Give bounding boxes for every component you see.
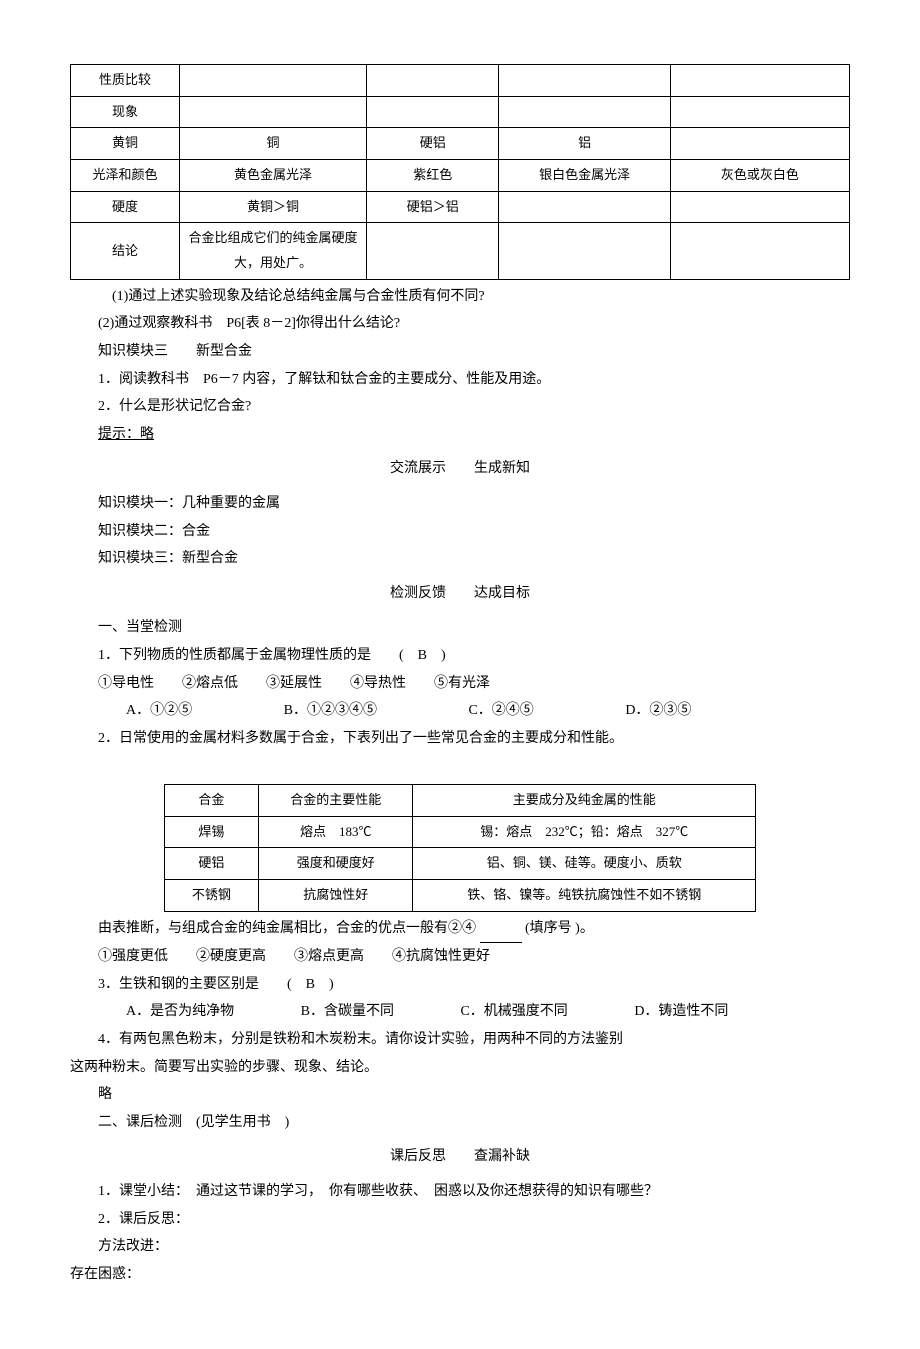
cell <box>670 65 849 97</box>
properties-comparison-table: 性质比较 现象 黄铜 铜 硬铝 铝 光泽和颜色 黄色金属光泽 紫红色 银白色金属… <box>70 64 850 280</box>
reflect-item-3: 方法改进： <box>70 1234 850 1261</box>
after-class-test: 二、课后检测 (见学生用书 ) <box>70 1110 850 1137</box>
cell: 抗腐蚀性好 <box>259 879 413 911</box>
cell: 熔点 183℃ <box>259 816 413 848</box>
module-3-title: 知识模块三 新型合金 <box>70 339 850 366</box>
cell <box>367 223 499 279</box>
header-cell: 合金 <box>164 784 259 816</box>
section-reflect-title: 课后反思 查漏补缺 <box>70 1144 850 1171</box>
cell: 性质比较 <box>71 65 180 97</box>
test-question-2-options: ①强度更低 ②硬度更高 ③熔点更高 ④抗腐蚀性更好 <box>70 944 850 971</box>
hint-text: 提示：略 <box>98 427 154 442</box>
cell: 铝、铜、镁、硅等。硬度小、质软 <box>413 848 756 880</box>
conclusion-text: 由表推断，与组成合金的纯金属相比，合金的优点一般有②④ <box>98 921 476 936</box>
section-exchange-title: 交流展示 生成新知 <box>70 456 850 483</box>
cell <box>670 96 849 128</box>
module-3-item-1: 1．阅读教科书 P6－7 内容，了解钛和钛合金的主要成分、性能及用途。 <box>70 367 850 394</box>
header-cell: 主要成分及纯金属的性能 <box>413 784 756 816</box>
reflect-item-1: 1．课堂小结： 通过这节课的学习， 你有哪些收获、 困惑以及你还想获得的知识有哪… <box>70 1179 850 1206</box>
table-header-row: 合金 合金的主要性能 主要成分及纯金属的性能 <box>164 784 756 816</box>
cell: 硬铝 <box>164 848 259 880</box>
choice-a: A．是否为纯净物 <box>98 999 234 1026</box>
knowledge-module-2: 知识模块二：合金 <box>70 519 850 546</box>
cell: 铜 <box>180 128 367 160</box>
alloy-table: 合金 合金的主要性能 主要成分及纯金属的性能 焊锡 熔点 183℃ 锡：熔点 2… <box>164 784 757 912</box>
cell: 强度和硬度好 <box>259 848 413 880</box>
choice-b: B．①②③④⑤ <box>256 698 377 725</box>
choice-a: A．①②⑤ <box>98 698 192 725</box>
cell: 硬度 <box>71 191 180 223</box>
test-question-2: 2．日常使用的金属材料多数属于合金，下表列出了一些常见合金的主要成分和性能。 <box>70 726 850 753</box>
cell: 硬铝＞铝 <box>367 191 499 223</box>
table-row: 不锈钢 抗腐蚀性好 铁、铬、镍等。纯铁抗腐蚀性不如不锈钢 <box>164 879 756 911</box>
cell <box>180 65 367 97</box>
reflect-item-2: 2．课后反思： <box>70 1207 850 1234</box>
cell <box>367 96 499 128</box>
choice-d: D．铸造性不同 <box>606 999 728 1026</box>
question-1: (1)通过上述实验现象及结论总结纯金属与合金性质有何不同? <box>70 284 850 311</box>
test-question-4-line-2: 这两种粉末。简要写出实验的步骤、现象、结论。 <box>70 1055 850 1082</box>
cell: 黄铜＞铜 <box>180 191 367 223</box>
question-2: (2)通过观察教科书 P6[表 8－2]你得出什么结论? <box>70 311 850 338</box>
header-cell: 合金的主要性能 <box>259 784 413 816</box>
module-3-item-2: 2．什么是形状记忆合金? <box>70 394 850 421</box>
table-row: 结论 合金比组成它们的纯金属硬度大，用处广。 <box>71 223 850 279</box>
reflect-item-4: 存在困惑： <box>70 1262 850 1289</box>
choice-c: C．机械强度不同 <box>432 999 567 1026</box>
cell: 铝 <box>499 128 670 160</box>
cell <box>670 223 849 279</box>
section-test-title: 检测反馈 达成目标 <box>70 581 850 608</box>
table-row: 现象 <box>71 96 850 128</box>
test-question-2-conclusion: 由表推断，与组成合金的纯金属相比，合金的优点一般有②④ (填序号 )。 <box>70 916 850 944</box>
knowledge-module-3: 知识模块三：新型合金 <box>70 546 850 573</box>
hint: 提示：略 <box>70 422 850 449</box>
choice-c: C．②④⑤ <box>440 698 533 725</box>
choice-d: D．②③⑤ <box>597 698 691 725</box>
cell: 现象 <box>71 96 180 128</box>
test-question-4-line-1: 4．有两包黑色粉末，分别是铁粉和木炭粉末。请你设计实验，用两种不同的方法鉴别 <box>70 1027 850 1054</box>
test-question-1: 1．下列物质的性质都属于金属物理性质的是 ( B ) <box>70 643 850 670</box>
test-question-3-choices: A．是否为纯净物 B．含碳量不同 C．机械强度不同 D．铸造性不同 <box>70 999 850 1026</box>
cell <box>670 128 849 160</box>
cell <box>367 65 499 97</box>
test-question-3: 3．生铁和钢的主要区别是 ( B ) <box>70 972 850 999</box>
cell: 银白色金属光泽 <box>499 160 670 192</box>
table-row: 黄铜 铜 硬铝 铝 <box>71 128 850 160</box>
table-row: 硬度 黄铜＞铜 硬铝＞铝 <box>71 191 850 223</box>
answer-blank <box>480 916 522 944</box>
cell <box>499 65 670 97</box>
test-question-4-answer: 略 <box>70 1082 850 1109</box>
cell: 光泽和颜色 <box>71 160 180 192</box>
cell: 铁、铬、镍等。纯铁抗腐蚀性不如不锈钢 <box>413 879 756 911</box>
cell: 硬铝 <box>367 128 499 160</box>
conclusion-tail: (填序号 )。 <box>525 921 594 936</box>
cell <box>499 96 670 128</box>
cell: 锡：熔点 232℃；铅：熔点 327℃ <box>413 816 756 848</box>
table-row: 光泽和颜色 黄色金属光泽 紫红色 银白色金属光泽 灰色或灰白色 <box>71 160 850 192</box>
cell: 合金比组成它们的纯金属硬度大，用处广。 <box>180 223 367 279</box>
test-question-1-options: ①导电性 ②熔点低 ③延展性 ④导热性 ⑤有光泽 <box>70 671 850 698</box>
cell <box>499 223 670 279</box>
cell <box>499 191 670 223</box>
cell <box>180 96 367 128</box>
table-row: 性质比较 <box>71 65 850 97</box>
cell <box>670 191 849 223</box>
table-row: 硬铝 强度和硬度好 铝、铜、镁、硅等。硬度小、质软 <box>164 848 756 880</box>
choice-b: B．含碳量不同 <box>273 999 394 1026</box>
cell: 焊锡 <box>164 816 259 848</box>
table-row: 焊锡 熔点 183℃ 锡：熔点 232℃；铅：熔点 327℃ <box>164 816 756 848</box>
cell: 不锈钢 <box>164 879 259 911</box>
knowledge-module-1: 知识模块一：几种重要的金属 <box>70 491 850 518</box>
in-class-test-heading: 一、当堂检测 <box>70 615 850 642</box>
cell: 黄色金属光泽 <box>180 160 367 192</box>
cell: 结论 <box>71 223 180 279</box>
cell: 灰色或灰白色 <box>670 160 849 192</box>
test-question-1-choices: A．①②⑤ B．①②③④⑤ C．②④⑤ D．②③⑤ <box>70 698 850 725</box>
cell: 黄铜 <box>71 128 180 160</box>
cell: 紫红色 <box>367 160 499 192</box>
